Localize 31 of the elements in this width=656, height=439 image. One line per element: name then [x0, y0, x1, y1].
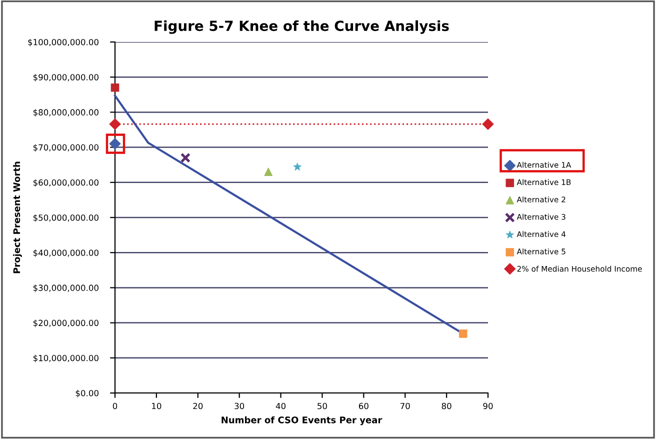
x-tick-label: 20	[193, 402, 203, 410]
y-tick-label: $30,000,000.00	[33, 284, 98, 292]
y-tick-label: $50,000,000.00	[33, 214, 98, 222]
y-tick-label: $80,000,000.00	[33, 109, 98, 117]
point	[458, 330, 468, 338]
y-tick-label: $90,000,000.00	[33, 74, 98, 82]
y-tick-label: $20,000,000.00	[33, 320, 98, 328]
x-tick-label: 50	[318, 402, 327, 410]
x-tick-label: 0	[112, 402, 118, 410]
x-tick-label: 40	[276, 402, 286, 410]
point	[293, 162, 302, 170]
x-tick-label: 60	[358, 402, 368, 410]
point	[180, 152, 191, 163]
y-tick-label: $10,000,000.00	[33, 354, 98, 362]
y-tick-label: $100,000,000.00	[28, 38, 98, 46]
x-tick-label: 30	[234, 402, 244, 410]
chart-title: Figure 5-7 Knee of the Curve Analysis	[154, 20, 449, 34]
point	[109, 118, 121, 130]
y-tick-label: $40,000,000.00	[33, 249, 98, 257]
x-tick-label: 90	[483, 402, 493, 410]
point	[482, 118, 494, 130]
y-axis-title: Project Present Worth	[13, 162, 22, 274]
y-tick-label: $60,000,000.00	[33, 179, 98, 187]
y-tick-label: $70,000,000.00	[33, 144, 98, 152]
y-tick-label: $0.00	[76, 390, 98, 398]
x-axis-title: Number of CSO Events Per year	[222, 416, 382, 426]
point	[110, 83, 120, 92]
x-tick-label: 80	[442, 402, 452, 410]
x-tick-label: 70	[400, 402, 410, 410]
point	[264, 168, 272, 176]
x-tick-label: 10	[152, 402, 162, 410]
